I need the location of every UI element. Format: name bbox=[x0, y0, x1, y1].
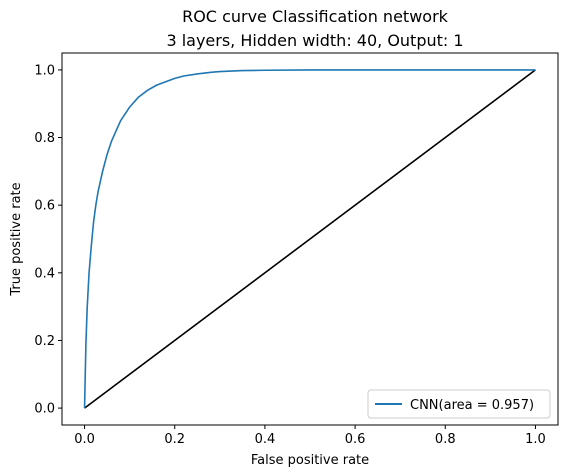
y-tick-label: 1.0 bbox=[34, 63, 55, 78]
x-tick-label: 0.8 bbox=[435, 432, 456, 447]
y-axis-label: True positive rate bbox=[9, 182, 24, 296]
x-tick-label: 0.6 bbox=[345, 432, 366, 447]
diagonal-reference-line bbox=[84, 69, 536, 409]
y-tick-label: 0.0 bbox=[34, 402, 55, 417]
y-tick-label: 0.6 bbox=[34, 199, 55, 214]
x-tick-label: 0.4 bbox=[255, 432, 276, 447]
chart-title: ROC curve Classification network bbox=[182, 7, 449, 26]
y-axis: 0.0 0.2 0.4 0.6 0.8 1.0 bbox=[34, 63, 62, 417]
x-axis-label: False positive rate bbox=[251, 453, 369, 468]
x-tick-label: 0.2 bbox=[164, 432, 185, 447]
y-tick-label: 0.8 bbox=[34, 131, 55, 146]
plot-area bbox=[83, 69, 536, 409]
chart-subtitle: 3 layers, Hidden width: 40, Output: 1 bbox=[166, 31, 463, 50]
legend-box bbox=[367, 389, 551, 419]
plot-frame bbox=[61, 52, 559, 426]
x-axis: 0.0 0.2 0.4 0.6 0.8 1.0 bbox=[74, 425, 546, 447]
legend-label: CNN(area = 0.957) bbox=[410, 398, 534, 413]
y-tick-label: 0.4 bbox=[34, 266, 55, 281]
y-tick-label: 0.2 bbox=[34, 334, 55, 349]
x-tick-label: 1.0 bbox=[525, 432, 546, 447]
x-tick-label: 0.0 bbox=[74, 432, 95, 447]
legend: CNN(area = 0.957) bbox=[367, 389, 551, 419]
roc-curve-line bbox=[83, 69, 536, 409]
